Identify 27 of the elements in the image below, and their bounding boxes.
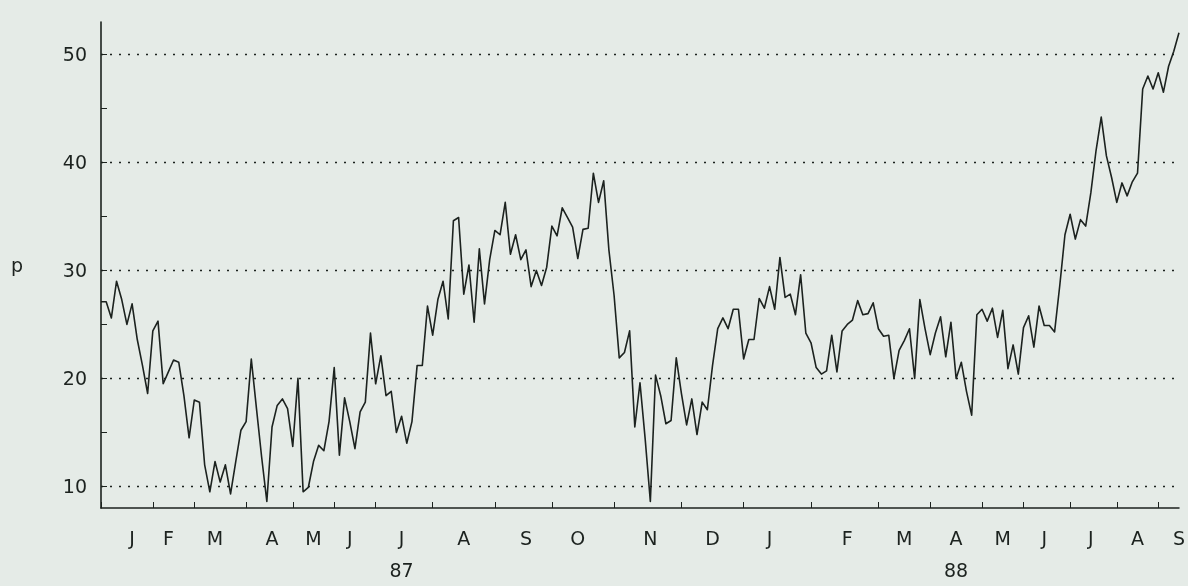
- x-tick-label: A 88: [944, 527, 969, 581]
- x-tick-label: F: [162, 527, 174, 549]
- x-tick-label: J: [1087, 527, 1094, 549]
- x-tick-label: J 87: [389, 527, 414, 581]
- x-tick-label: A: [457, 527, 471, 549]
- x-tick-label: A: [1131, 527, 1145, 549]
- x-tick-label: M: [206, 527, 224, 549]
- x-tick-label: J: [345, 527, 353, 549]
- x-tick-label: S: [1172, 527, 1185, 549]
- y-tick-label: 20: [62, 367, 87, 390]
- x-tick-label: D: [705, 527, 720, 549]
- y-tick-label: 40: [62, 151, 87, 174]
- x-tick-label: J: [1040, 527, 1048, 549]
- x-tick-label: N: [643, 527, 658, 549]
- y-tick-label: 30: [62, 259, 87, 282]
- x-tick-label: F: [841, 527, 853, 549]
- y-tick-label: 10: [62, 475, 87, 498]
- x-tick-label: S: [519, 527, 532, 549]
- x-tick-label: J: [765, 527, 773, 549]
- x-tick-label: A: [265, 527, 279, 549]
- x-tick-label: J: [128, 527, 135, 549]
- x-tick-label: O: [570, 527, 586, 549]
- x-tick-label: M: [305, 527, 322, 549]
- x-tick-label: M: [994, 527, 1011, 549]
- y-tick-label: 50: [62, 43, 87, 66]
- y-axis-title: p: [10, 254, 23, 276]
- x-tick-label: M: [896, 527, 913, 549]
